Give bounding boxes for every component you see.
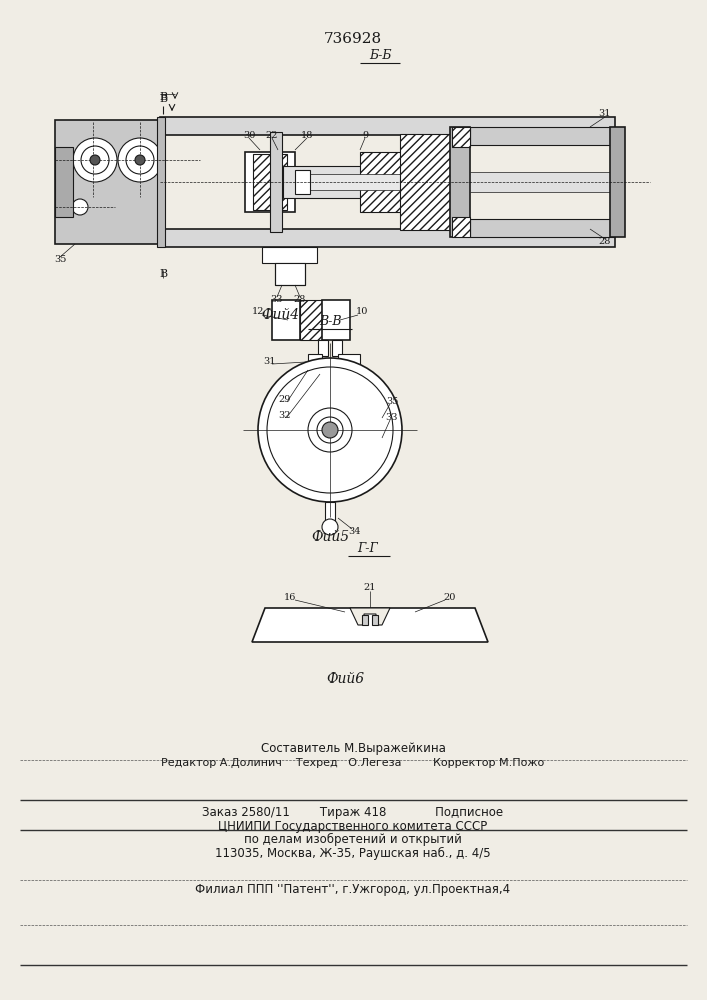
Bar [332,340,342,356]
Text: 113035, Москва, Ж-35, Раушская наб., д. 4/5: 113035, Москва, Ж-35, Раушская наб., д. … [215,847,491,860]
Circle shape [317,417,343,443]
Circle shape [135,155,145,165]
Bar [452,217,470,237]
Bar [470,219,615,237]
Text: 28: 28 [294,296,306,304]
Text: 33: 33 [386,414,398,422]
Bar [160,117,615,135]
Bar [452,127,470,147]
Text: 9: 9 [362,130,368,139]
Bar [338,354,360,374]
Polygon shape [350,608,390,625]
Circle shape [258,358,402,502]
Text: Г-Г: Г-Г [358,542,378,555]
Text: 31: 31 [264,358,276,366]
Text: В: В [159,92,167,102]
Bar [157,117,165,247]
Bar [300,300,322,340]
Circle shape [126,146,154,174]
Text: 32: 32 [279,410,291,420]
Text: 30: 30 [243,130,255,139]
Circle shape [322,422,338,438]
Circle shape [81,146,109,174]
Bar [308,354,322,374]
Circle shape [322,519,338,535]
Text: 34: 34 [349,528,361,536]
Bar [360,152,402,212]
Bar [55,147,73,217]
Bar [470,172,615,192]
Text: 33: 33 [271,296,284,304]
Bar [275,263,305,285]
Bar [362,615,368,625]
Text: Филиал ППП ''Патент'', г.Ужгород, ул.Проектная,4: Филиал ППП ''Патент'', г.Ужгород, ул.Про… [195,883,510,896]
Bar [245,152,295,212]
Bar [270,132,282,232]
Bar [318,340,328,356]
Text: 35: 35 [386,397,398,406]
Bar [325,502,335,522]
Bar [610,127,625,237]
Circle shape [118,138,162,182]
Bar [272,300,300,340]
Bar [400,134,450,230]
Text: 10: 10 [356,308,368,316]
Bar [253,154,287,210]
Text: Заказ 2580/11        Тираж 418             Подписное: Заказ 2580/11 Тираж 418 Подписное [202,806,503,819]
Polygon shape [252,608,488,642]
Bar [295,170,310,194]
Circle shape [72,199,88,215]
Text: В: В [159,94,167,104]
Text: 22: 22 [266,130,279,139]
Text: Фий6: Фий6 [326,672,364,686]
Text: по делам изобретений и открытий: по делам изобретений и открытий [244,833,462,846]
Bar [262,247,317,263]
Bar [450,127,470,237]
Text: 12: 12 [252,308,264,316]
Text: Фий5: Фий5 [311,530,349,544]
Text: 16: 16 [284,593,296,602]
Circle shape [90,155,100,165]
Circle shape [73,138,117,182]
Circle shape [308,408,352,452]
Text: 21: 21 [363,584,376,592]
Text: В-В: В-В [319,315,341,328]
Bar [372,615,378,625]
Bar [160,229,615,247]
Text: Фий4: Фий4 [261,308,299,322]
Bar [380,420,398,442]
Bar [295,174,555,190]
Text: Б-Б: Б-Б [369,49,391,62]
Text: 29: 29 [279,395,291,404]
Text: 18: 18 [300,130,313,139]
Bar [470,127,615,145]
Text: 736928: 736928 [324,32,382,46]
Circle shape [267,367,393,493]
Bar [322,300,350,340]
Text: Редактор А.Долинич    Техред   О.Легеза         Корректор М.Пожо: Редактор А.Долинич Техред О.Легеза Корре… [161,758,544,768]
Text: ЦНИИПИ Государственного комитета СССР: ЦНИИПИ Государственного комитета СССР [218,820,488,833]
Text: В: В [159,269,167,279]
Bar [283,166,363,198]
Text: 20: 20 [444,593,456,602]
Bar [55,120,163,244]
Text: 35: 35 [54,255,66,264]
Text: 31: 31 [599,109,612,118]
Text: Составитель М.Выражейкина: Составитель М.Выражейкина [261,742,445,755]
Text: 28: 28 [599,237,611,246]
